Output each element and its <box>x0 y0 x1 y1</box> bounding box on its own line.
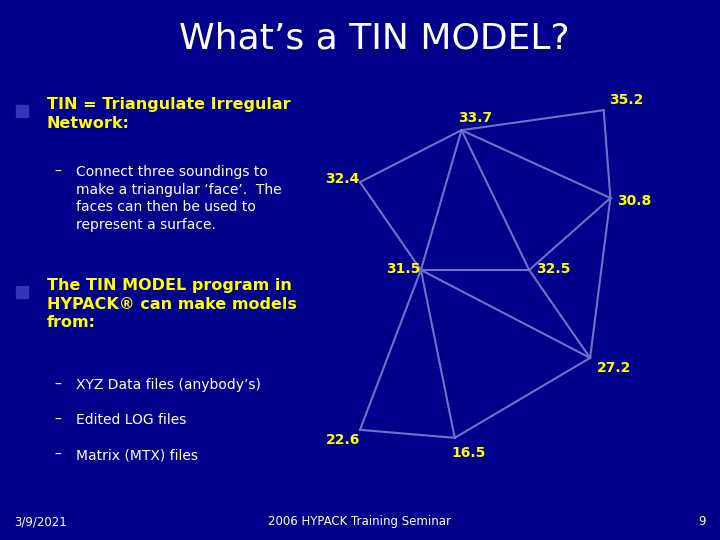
Text: –: – <box>54 413 61 427</box>
Text: 3/9/2021: 3/9/2021 <box>14 515 67 528</box>
Text: 22.6: 22.6 <box>325 433 360 447</box>
Text: 27.2: 27.2 <box>598 361 631 375</box>
Text: 30.8: 30.8 <box>618 194 652 208</box>
Text: 32.4: 32.4 <box>325 172 360 186</box>
Text: –: – <box>54 448 61 462</box>
Text: TIN = Triangulate Irregular
Network:: TIN = Triangulate Irregular Network: <box>47 97 290 131</box>
Text: The TIN MODEL program in
HYPACK® can make models
from:: The TIN MODEL program in HYPACK® can mak… <box>47 278 297 330</box>
Text: 32.5: 32.5 <box>536 262 571 276</box>
Text: Connect three soundings to
make a triangular ‘face’.  The
faces can then be used: Connect three soundings to make a triang… <box>76 165 282 232</box>
Text: Matrix (MTX) files: Matrix (MTX) files <box>76 448 197 462</box>
Text: 31.5: 31.5 <box>387 262 420 276</box>
Text: What’s a TIN MODEL?: What’s a TIN MODEL? <box>179 22 570 56</box>
Text: 33.7: 33.7 <box>458 111 492 125</box>
Text: 2006 HYPACK Training Seminar: 2006 HYPACK Training Seminar <box>269 515 451 528</box>
Text: Edited LOG files: Edited LOG files <box>76 413 186 427</box>
Text: XYZ Data files (anybody’s): XYZ Data files (anybody’s) <box>76 378 261 392</box>
Text: –: – <box>54 165 61 179</box>
Text: 9: 9 <box>698 515 706 528</box>
Text: –: – <box>54 378 61 392</box>
Text: 35.2: 35.2 <box>609 93 644 107</box>
Text: 16.5: 16.5 <box>451 446 485 460</box>
